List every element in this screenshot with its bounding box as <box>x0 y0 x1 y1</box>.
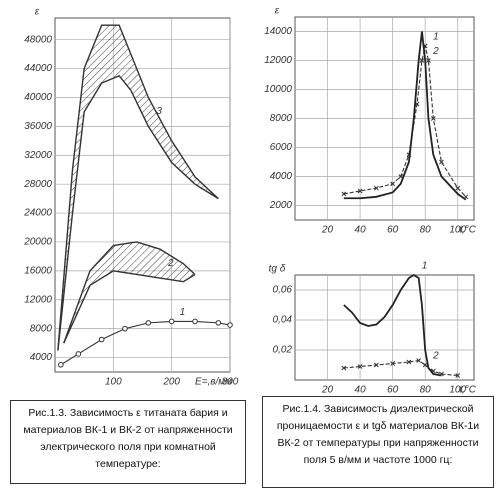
x-axis-label: E=,в/мм <box>195 377 232 388</box>
point <box>215 320 222 326</box>
x-axis-label: t,°C <box>459 225 477 236</box>
y-tick-label: 4000 <box>30 352 53 363</box>
point <box>122 325 128 332</box>
point <box>374 362 379 368</box>
point <box>416 358 422 363</box>
point <box>98 336 105 343</box>
x-tick-label: 40 <box>355 385 367 396</box>
x-tick-label: 100 <box>449 385 466 396</box>
x-tick-label: 100 <box>449 225 466 236</box>
y-tick-label: 20000 <box>23 237 52 248</box>
caption: Рис.1.4. Зависимость диэлектрической про… <box>262 396 494 488</box>
point <box>390 181 395 187</box>
y-tick-label: 12000 <box>24 294 52 305</box>
y-axis-label: ε <box>35 7 40 18</box>
y-axis-label: tg δ <box>269 264 286 275</box>
caption: Рис.1.3. Зависимость ε титаната бария и … <box>10 400 246 484</box>
line <box>343 31 467 201</box>
y-tick-label: 24000 <box>23 208 52 219</box>
x-tick-label: 20 <box>321 225 334 236</box>
band-edge <box>57 24 219 351</box>
y-tick-label: 16000 <box>24 265 52 276</box>
x-tick-label: 200 <box>162 377 180 388</box>
band-edge <box>63 270 196 344</box>
point <box>455 185 461 191</box>
point <box>390 361 395 366</box>
point <box>192 318 198 325</box>
y-tick-label: 2000 <box>269 200 293 211</box>
y-tick-label: 12000 <box>264 55 292 66</box>
x-axis-label: t,°C <box>459 385 477 396</box>
x-tick-label: 40 <box>355 225 367 236</box>
plot-frame <box>294 274 475 381</box>
point <box>430 368 436 374</box>
curve-label: 2 <box>432 46 439 57</box>
curve-label: 1 <box>433 32 439 43</box>
y-tick-label: 40000 <box>24 92 52 103</box>
curve-label: 2 <box>167 258 174 269</box>
x-tick-label: 300 <box>222 377 239 388</box>
x-tick-label: 20 <box>321 385 334 396</box>
y-tick-label: 28000 <box>23 179 52 190</box>
y-tick-label: 36000 <box>24 121 52 132</box>
point <box>168 318 175 325</box>
band-edge <box>57 74 219 351</box>
x-tick-label: 60 <box>387 385 399 396</box>
y-axis-label: ε <box>275 6 280 17</box>
y-tick-label: 14000 <box>264 26 292 37</box>
point <box>430 116 436 121</box>
x-tick-label: 100 <box>105 377 122 388</box>
y-tick-label: 44000 <box>24 63 52 74</box>
point <box>357 188 363 194</box>
point <box>357 364 363 369</box>
point <box>422 362 428 368</box>
point <box>426 58 431 63</box>
point <box>227 322 233 328</box>
line <box>343 359 458 377</box>
x-tick-label: 80 <box>420 225 432 236</box>
x-tick-label: 80 <box>420 385 432 396</box>
point <box>341 365 347 371</box>
line <box>60 320 231 366</box>
point <box>374 185 379 191</box>
curve-label: 1 <box>422 261 428 272</box>
y-tick-label: 4000 <box>270 171 293 182</box>
band-fill <box>63 241 195 344</box>
point <box>145 320 152 326</box>
y-tick-label: 8000 <box>270 113 293 124</box>
point <box>58 361 64 368</box>
curve-label: 3 <box>156 106 162 117</box>
band-edge <box>63 241 196 344</box>
point <box>419 58 425 63</box>
x-tick-label: 60 <box>387 225 399 236</box>
plot-frame <box>54 17 231 373</box>
y-tick-label: 10000 <box>264 84 292 95</box>
y-tick-label: 0,02 <box>273 345 293 356</box>
y-tick-label: 0,04 <box>273 315 293 326</box>
y-tick-label: 6000 <box>270 142 293 153</box>
line <box>343 273 442 377</box>
y-tick-label: 32000 <box>24 150 52 161</box>
point <box>439 371 444 377</box>
curve-label: 2 <box>432 351 439 362</box>
point <box>341 191 347 197</box>
band-fill <box>57 25 219 351</box>
y-tick-label: 8000 <box>30 323 53 334</box>
point <box>455 373 461 378</box>
line <box>343 45 467 198</box>
y-tick-label: 0,06 <box>273 285 293 296</box>
y-tick-label: 48000 <box>24 34 52 45</box>
point <box>439 159 444 165</box>
point <box>406 359 412 365</box>
curve-label: 1 <box>180 307 186 318</box>
point <box>75 351 82 357</box>
